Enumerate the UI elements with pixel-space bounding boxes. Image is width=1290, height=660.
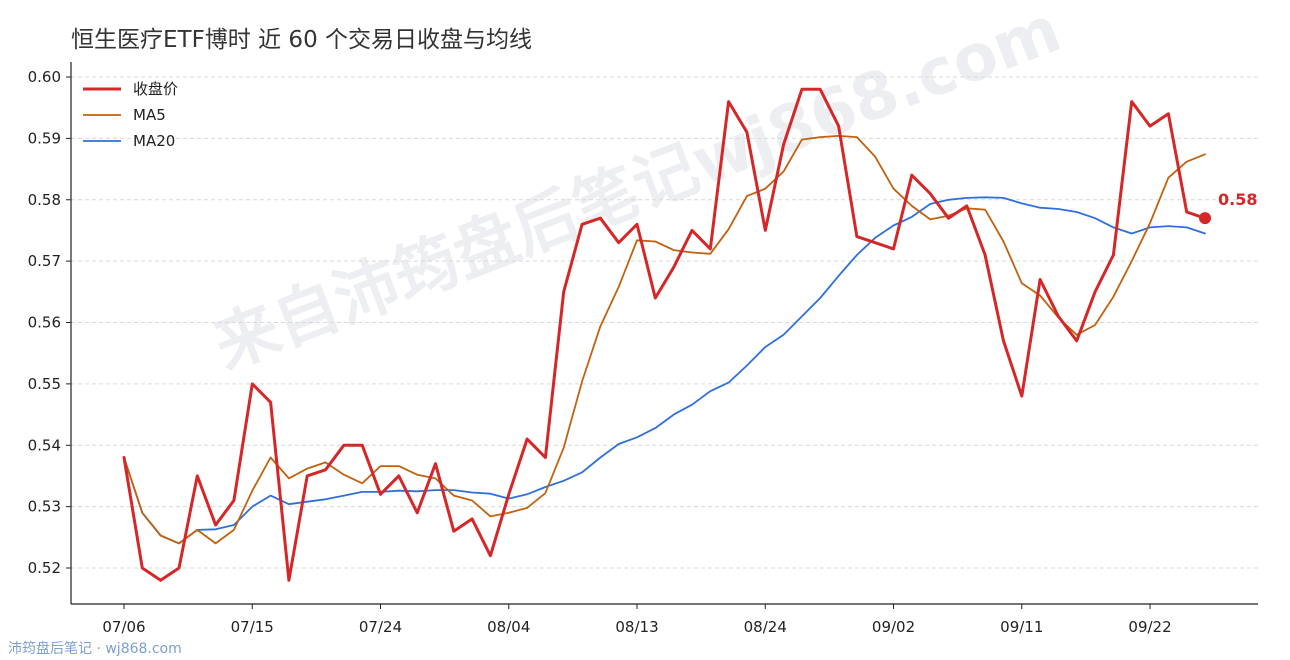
legend: 收盘价 MA5 MA20 [83, 80, 178, 150]
last-value-marker: 0.58 [1199, 190, 1257, 225]
x-tick-label: 09/22 [1128, 618, 1171, 636]
x-tick-label: 09/11 [1000, 618, 1043, 636]
ma5-line [123, 134, 1206, 545]
y-axis-ticks: 0.52 0.53 0.54 0.55 0.56 0.57 0.58 0.59 0.60 [28, 68, 71, 577]
footer-watermark: 沛筠盘后笔记 · wj868.com [8, 641, 182, 657]
x-tick-label: 08/13 [615, 618, 658, 636]
grid-lines [71, 76, 1258, 569]
y-tick-label: 0.52 [28, 559, 61, 577]
y-tick-label: 0.57 [28, 252, 61, 270]
x-tick-label: 09/02 [872, 618, 915, 636]
x-tick-label: 07/15 [231, 618, 274, 636]
x-tick-label: 07/24 [359, 618, 402, 636]
x-tick-label: 07/06 [102, 618, 145, 636]
legend-label: MA5 [133, 106, 166, 124]
chart-title: 恒生医疗ETF博时 近 60 个交易日收盘与均线 [71, 27, 533, 53]
axes [70, 62, 1258, 605]
series-lines [122, 87, 1207, 582]
y-tick-label: 0.56 [28, 314, 61, 332]
y-tick-label: 0.60 [28, 68, 61, 86]
close-price-line [122, 87, 1207, 582]
y-tick-label: 0.55 [28, 375, 61, 393]
x-tick-label: 08/24 [744, 618, 787, 636]
watermark: 来自沛筠盘后笔记wj868.com [204, 0, 1070, 384]
y-tick-label: 0.54 [28, 436, 61, 454]
x-axis-ticks: 07/06 07/15 07/24 08/04 08/13 08/24 09/02 09/11… [102, 604, 1172, 636]
ma20-line [123, 196, 1206, 545]
legend-label: 收盘价 [133, 80, 178, 98]
last-value-label: 0.58 [1218, 190, 1257, 209]
y-tick-label: 0.58 [28, 191, 61, 209]
x-tick-label: 08/04 [487, 618, 530, 636]
legend-label: MA20 [133, 132, 175, 150]
y-tick-label: 0.59 [28, 129, 61, 147]
last-value-dot [1199, 212, 1211, 225]
y-tick-label: 0.53 [28, 498, 61, 516]
